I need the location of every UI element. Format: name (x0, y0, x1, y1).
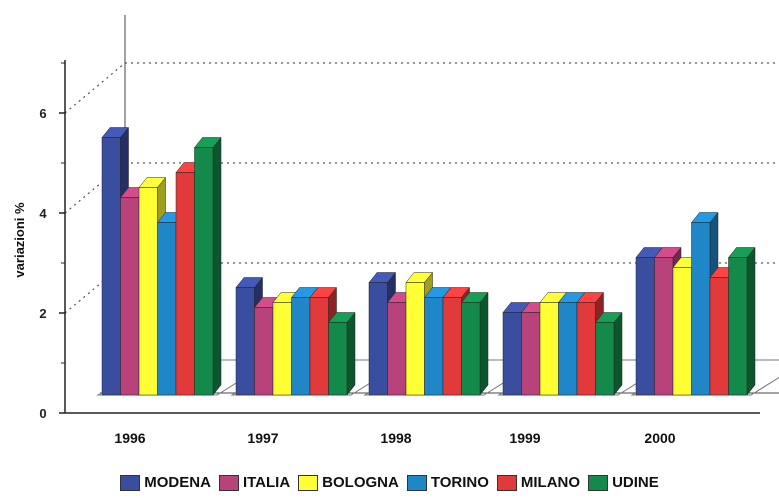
grid-depth-line (64, 62, 126, 114)
bar (460, 291, 489, 396)
legend-item: TORINO (406, 474, 489, 491)
x-tick-label: 1996 (114, 430, 145, 446)
x-tick-label: 1997 (247, 430, 278, 446)
grid-depth-line (64, 262, 126, 314)
legend-swatch (120, 474, 141, 491)
legend-label: BOLOGNA (322, 474, 399, 491)
y-tick-label: 0 (39, 406, 46, 421)
x-tick-label: 2000 (644, 430, 675, 446)
label-layer: 1996 1997 1998 1999 2000 (114, 430, 675, 446)
legend-item: MODENA (120, 474, 211, 491)
legend-swatch (496, 474, 517, 491)
y-tick-label: 6 (39, 106, 46, 121)
legend-label: UDINE (612, 474, 659, 491)
legend-label: ITALIA (242, 474, 291, 491)
chart-plot: 0 2 4 6 1996 1997 1998 1999 2000 variazioni % (12, 15, 779, 446)
legend-label: MODENA (144, 474, 211, 491)
legend-item: UDINE (588, 474, 659, 491)
legend-swatch (406, 474, 427, 491)
legend-item: MILANO (496, 474, 581, 491)
legend-label: MILANO (520, 474, 581, 491)
bars-layer (96, 126, 779, 396)
x-tick-label: 1998 (380, 430, 411, 446)
bar (193, 136, 222, 396)
y-tick-label: 4 (39, 206, 47, 221)
y-axis-title: variazioni % (12, 202, 27, 278)
legend-item: ITALIA (218, 474, 291, 491)
legend-label: TORINO (430, 474, 489, 491)
x-tick-label: 1999 (509, 430, 540, 446)
bar (727, 246, 756, 396)
bar (594, 311, 623, 396)
bar (327, 311, 356, 396)
legend: MODENA ITALIA BOLOGNA TORINO MILANO UDINE (0, 474, 779, 491)
grid-layer (64, 62, 779, 314)
y-tick-label: 2 (39, 306, 46, 321)
legend-swatch (298, 474, 319, 491)
legend-item: BOLOGNA (298, 474, 399, 491)
legend-swatch (588, 474, 609, 491)
legend-swatch (218, 474, 239, 491)
grid-depth-line (64, 162, 126, 214)
